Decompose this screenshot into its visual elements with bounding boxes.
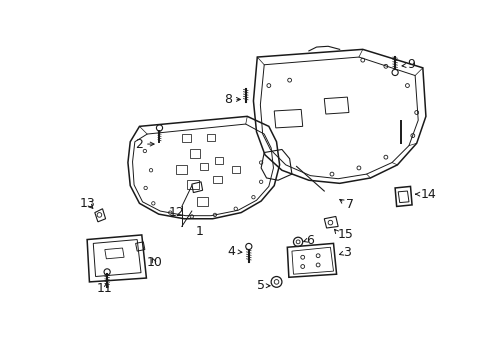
Text: 15: 15 — [338, 228, 354, 240]
Text: 8: 8 — [224, 93, 232, 106]
Text: 11: 11 — [97, 282, 113, 294]
Text: 3: 3 — [343, 246, 351, 259]
Text: 9: 9 — [408, 58, 416, 71]
Text: 4: 4 — [228, 244, 236, 258]
Text: 5: 5 — [257, 279, 265, 292]
Text: 13: 13 — [79, 197, 95, 210]
Text: 2: 2 — [136, 138, 144, 150]
Text: 1: 1 — [196, 225, 203, 238]
Text: 6: 6 — [306, 234, 314, 247]
Text: 14: 14 — [420, 188, 436, 201]
Text: 7: 7 — [346, 198, 354, 211]
Text: 12: 12 — [169, 206, 184, 219]
Text: 10: 10 — [147, 256, 163, 269]
